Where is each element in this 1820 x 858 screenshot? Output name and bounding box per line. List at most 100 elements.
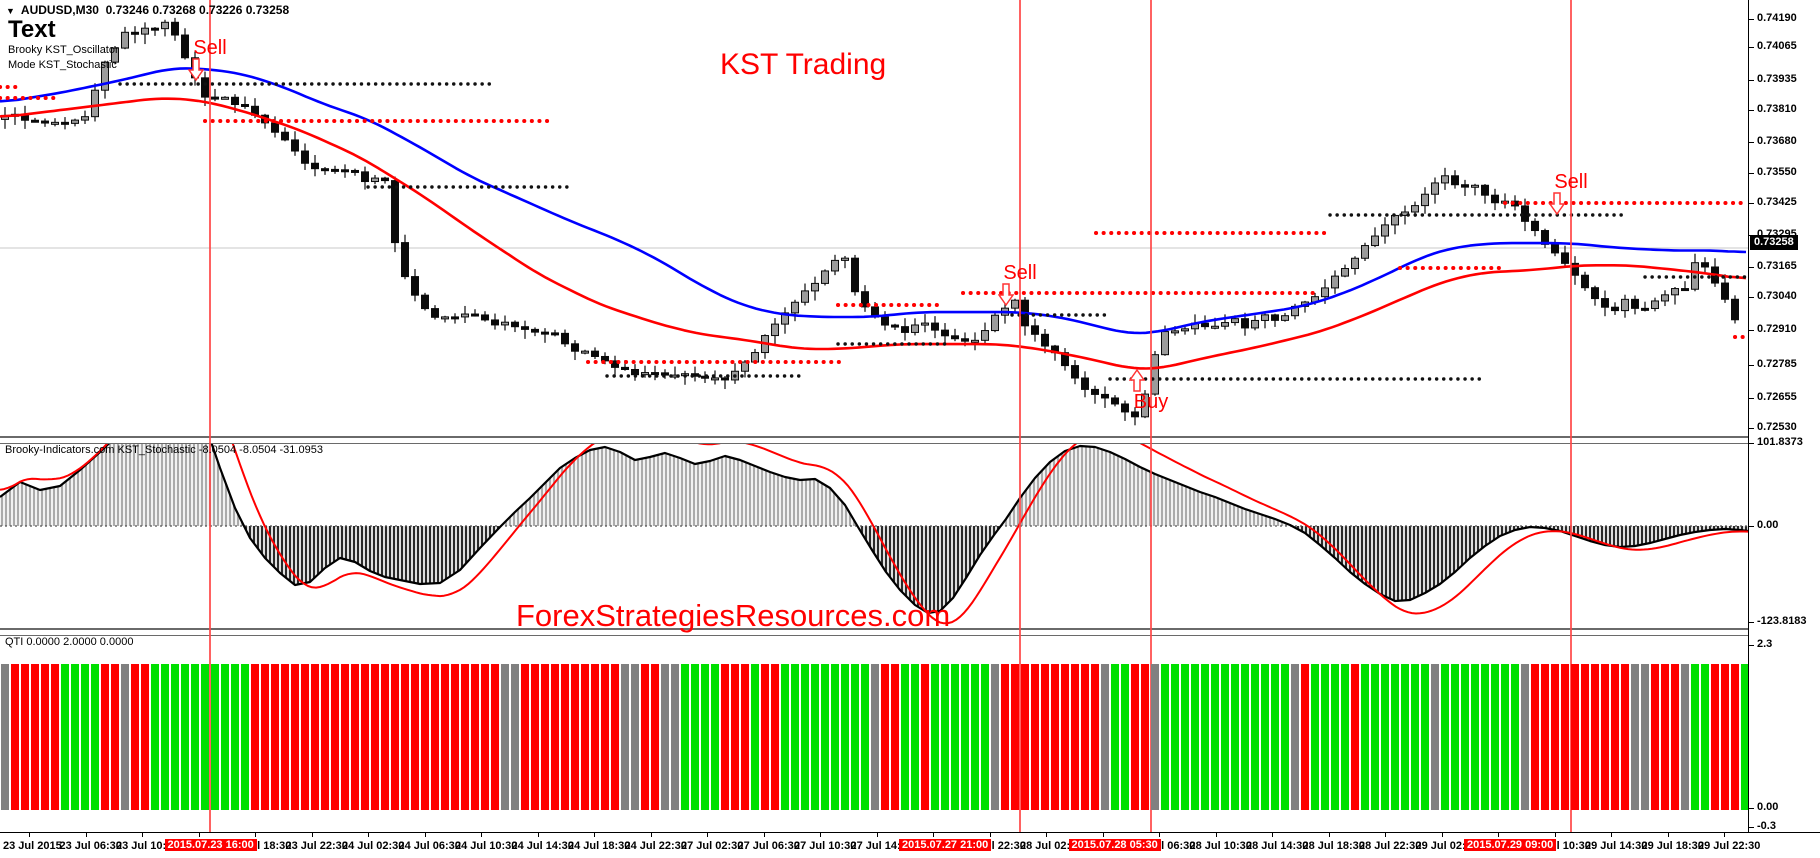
qti-bar xyxy=(921,664,929,810)
qti-bar xyxy=(1691,664,1699,810)
qti-bar xyxy=(571,664,579,810)
qti-bar xyxy=(1271,664,1279,810)
qti-bar xyxy=(1451,664,1459,810)
time-tick xyxy=(1328,833,1330,837)
candle-body xyxy=(41,120,49,124)
signal-vertical-line xyxy=(1019,0,1021,832)
candle-body xyxy=(271,122,279,133)
axis-tick xyxy=(1749,267,1754,268)
qti-bar xyxy=(1241,664,1249,810)
time-label: 24 Jul 06:30 xyxy=(398,840,461,852)
candle-body xyxy=(521,326,529,330)
price-chart-panel[interactable] xyxy=(0,0,1748,436)
qti-bar xyxy=(1281,664,1289,810)
qti-bar xyxy=(1331,664,1339,810)
time-tick xyxy=(424,833,426,837)
qti-bar xyxy=(231,664,239,810)
candle-body xyxy=(81,116,89,121)
qti-bar xyxy=(781,664,789,810)
qti-color-bars[interactable] xyxy=(0,633,1748,832)
time-axis[interactable]: 23 Jul 2015 23 Jul 06:30 23 Jul 10:30 2015.… xyxy=(0,832,1820,858)
candle-body xyxy=(1721,282,1729,300)
candle-body xyxy=(1241,318,1249,329)
candle-body xyxy=(501,321,509,326)
qti-bar xyxy=(1441,664,1449,810)
qti-bar xyxy=(991,664,999,810)
qti-bar xyxy=(1231,664,1239,810)
qti-bar xyxy=(321,664,329,810)
qti-bar xyxy=(1671,664,1679,810)
candlestick-chart[interactable] xyxy=(0,0,1748,436)
candle-body xyxy=(641,372,649,376)
candle-body xyxy=(1531,220,1539,232)
qti-bar xyxy=(261,664,269,810)
candle-body xyxy=(651,372,659,376)
qti-bar xyxy=(411,664,419,810)
candle-body xyxy=(401,242,409,278)
qti-bar xyxy=(981,664,989,810)
candle-body xyxy=(971,339,979,343)
qti-bar xyxy=(931,664,939,810)
time-label: 29 Jul 22:30 xyxy=(1698,840,1761,852)
chevron-down-icon[interactable]: ▼ xyxy=(6,6,15,16)
time-tick xyxy=(876,833,878,837)
candle-body xyxy=(321,168,329,172)
candle-body xyxy=(711,377,719,381)
qti-bar xyxy=(391,664,399,810)
qti-bar xyxy=(1481,664,1489,810)
price-axis-label: 0.73680 xyxy=(1757,135,1797,147)
time-tick xyxy=(85,833,87,837)
time-label-signal: 2015.07.28 05:30 xyxy=(1068,839,1161,851)
qti-bar xyxy=(941,664,949,810)
kst-oscillator-panel[interactable] xyxy=(0,441,1748,628)
qti-bar xyxy=(701,664,709,810)
qti-bar xyxy=(1601,664,1609,810)
price-axis-label: 0.73165 xyxy=(1757,260,1797,272)
qti-bar xyxy=(541,664,549,810)
panel-separator[interactable] xyxy=(0,436,1820,444)
qti-bar xyxy=(1421,664,1429,810)
candle-body xyxy=(961,338,969,342)
candle-body xyxy=(121,31,129,49)
qti-indicator-panel[interactable] xyxy=(0,633,1748,832)
candle-body xyxy=(161,21,169,30)
qti-bar xyxy=(1551,664,1559,810)
axis-tick xyxy=(1749,622,1754,623)
qti-bar xyxy=(1461,664,1469,810)
qti-bar xyxy=(61,664,69,810)
candle-body xyxy=(1731,298,1739,321)
symbol-label: AUDUSD,M30 xyxy=(20,3,99,17)
candle-body xyxy=(1581,274,1589,289)
candle-body xyxy=(111,47,119,63)
qti-bar xyxy=(1371,664,1379,810)
qti-bar xyxy=(11,664,19,810)
symbol-header[interactable]: ▼ AUDUSD,M30 0.73246 0.73268 0.73226 0.73… xyxy=(6,3,289,17)
arrow-down-icon xyxy=(998,283,1014,307)
qti-bar xyxy=(521,664,529,810)
time-tick xyxy=(537,833,539,837)
panel-separator[interactable] xyxy=(0,628,1820,636)
qti-bar xyxy=(1491,664,1499,810)
candle-body xyxy=(911,324,919,333)
candle-body xyxy=(431,308,439,318)
candle-body xyxy=(281,131,289,141)
price-axis-label: 0.72910 xyxy=(1757,323,1797,335)
candle-body xyxy=(361,171,369,183)
qti-bar xyxy=(311,664,319,810)
candle-body xyxy=(1601,298,1609,308)
qti-bar xyxy=(1471,664,1479,810)
candle-body xyxy=(71,119,79,124)
qti-bar xyxy=(341,664,349,810)
time-tick xyxy=(763,833,765,837)
qti-bar xyxy=(461,664,469,810)
kst-histogram[interactable] xyxy=(0,441,1748,628)
candle-body xyxy=(1011,299,1019,309)
candle-body xyxy=(1411,205,1419,213)
candle-body xyxy=(581,350,589,354)
price-axis[interactable]: 0.74190 0.74065 0.73935 0.73810 0.73680 0.735… xyxy=(1748,0,1820,832)
qti-bar xyxy=(241,664,249,810)
qti-bar xyxy=(971,664,979,810)
candle-body xyxy=(901,326,909,333)
candle-body xyxy=(201,77,209,98)
candle-body xyxy=(311,162,319,170)
